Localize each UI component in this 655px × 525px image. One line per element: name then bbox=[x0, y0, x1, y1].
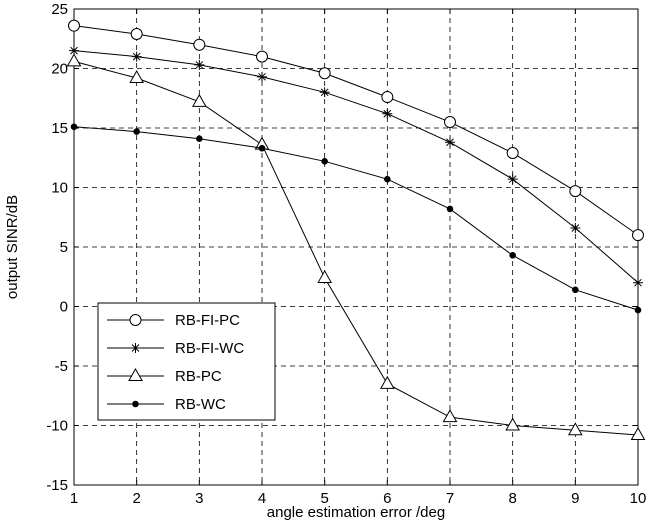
y-tick-label: 10 bbox=[51, 180, 68, 197]
data-point-marker bbox=[193, 38, 206, 51]
series-line bbox=[73, 60, 639, 436]
data-point-marker bbox=[66, 53, 82, 67]
data-point-marker bbox=[632, 229, 644, 242]
series-rb-fi-wc bbox=[69, 45, 643, 288]
legend-entry: RB-WC bbox=[107, 396, 226, 413]
x-tick-label: 1 bbox=[70, 490, 78, 507]
series-rb-fi-pc bbox=[68, 19, 644, 242]
data-point-marker bbox=[129, 314, 142, 326]
data-point-marker bbox=[381, 91, 394, 104]
data-point-marker bbox=[317, 269, 333, 283]
y-tick-label: 0 bbox=[60, 299, 68, 316]
x-tick-label: 2 bbox=[132, 490, 140, 507]
x-tick-label: 4 bbox=[258, 490, 266, 507]
legend-label: RB-WC bbox=[175, 396, 226, 413]
legend: RB-FI-PC RB-FI-WC RB-PC RB-WC bbox=[97, 302, 276, 421]
data-point-marker bbox=[384, 175, 391, 183]
data-point-marker bbox=[318, 67, 331, 80]
data-point-marker bbox=[196, 135, 203, 143]
data-point-marker bbox=[68, 19, 80, 32]
x-axis-label: angle estimation error /deg bbox=[267, 504, 445, 521]
legend-label: RB-FI-WC bbox=[175, 340, 244, 357]
series-rb-wc bbox=[70, 123, 642, 314]
data-point-marker bbox=[442, 409, 458, 423]
series-line bbox=[73, 50, 639, 284]
x-tick-label: 10 bbox=[630, 490, 647, 507]
data-point-marker bbox=[630, 427, 646, 441]
y-tick-label: 5 bbox=[60, 239, 68, 256]
data-point-marker bbox=[506, 146, 519, 159]
data-point-marker bbox=[191, 93, 207, 107]
data-point-marker bbox=[257, 71, 267, 82]
data-point-marker bbox=[132, 400, 139, 408]
data-point-marker bbox=[129, 70, 145, 84]
data-point-marker bbox=[444, 116, 456, 129]
data-point-marker bbox=[634, 306, 642, 314]
data-point-marker bbox=[382, 108, 393, 119]
legend-box bbox=[97, 302, 276, 421]
x-tick-label: 9 bbox=[571, 490, 579, 507]
x-tick-label: 6 bbox=[383, 490, 391, 507]
legend-entry: RB-PC bbox=[107, 367, 222, 385]
data-point-marker bbox=[130, 343, 141, 353]
y-tick-label: 25 bbox=[51, 1, 68, 18]
data-point-marker bbox=[131, 51, 142, 62]
data-point-marker bbox=[256, 50, 268, 63]
data-point-marker bbox=[570, 222, 581, 233]
y-axis-label: output SINR/dB bbox=[4, 195, 21, 299]
data-point-marker bbox=[505, 417, 521, 431]
legend-label: RB-FI-PC bbox=[175, 312, 240, 329]
x-tick-label: 3 bbox=[195, 490, 203, 507]
y-tick-label: 15 bbox=[51, 120, 68, 137]
series-rb-pc bbox=[66, 53, 646, 441]
series-line bbox=[73, 126, 639, 311]
y-tick-label: -15 bbox=[46, 477, 68, 494]
data-point-marker bbox=[128, 367, 143, 381]
data-point-marker bbox=[133, 128, 140, 135]
data-point-marker bbox=[194, 59, 205, 70]
data-point-marker bbox=[509, 252, 516, 259]
x-tick-label: 8 bbox=[508, 490, 516, 507]
data-point-marker bbox=[569, 185, 582, 198]
series-layer bbox=[66, 19, 646, 441]
legend-label: RB-PC bbox=[175, 368, 222, 385]
data-point-marker bbox=[379, 375, 395, 389]
data-point-marker bbox=[321, 158, 328, 165]
data-point-marker bbox=[70, 123, 78, 131]
x-tick-label: 7 bbox=[446, 490, 454, 507]
x-tick-label: 5 bbox=[320, 490, 328, 507]
axis-ticks: 1 2 3 4 5 6 7 8 9 10 -15 -10 -5 0 5 10 15 20 25 bbox=[46, 1, 646, 507]
legend-entry: RB-FI-PC bbox=[107, 312, 240, 329]
y-tick-label: 20 bbox=[51, 61, 68, 78]
legend-entry: RB-FI-WC bbox=[107, 340, 244, 357]
data-point-marker bbox=[445, 137, 455, 148]
y-tick-label: -10 bbox=[46, 418, 68, 435]
data-point-marker bbox=[507, 174, 518, 185]
data-point-marker bbox=[69, 45, 79, 56]
data-point-marker bbox=[258, 144, 266, 152]
data-point-marker bbox=[572, 286, 579, 294]
data-point-marker bbox=[446, 205, 454, 213]
data-point-marker bbox=[319, 87, 330, 98]
y-tick-label: -5 bbox=[55, 358, 68, 375]
data-point-marker bbox=[567, 422, 583, 436]
series-line bbox=[73, 25, 639, 236]
data-point-marker bbox=[130, 27, 143, 40]
data-point-marker bbox=[633, 277, 643, 288]
